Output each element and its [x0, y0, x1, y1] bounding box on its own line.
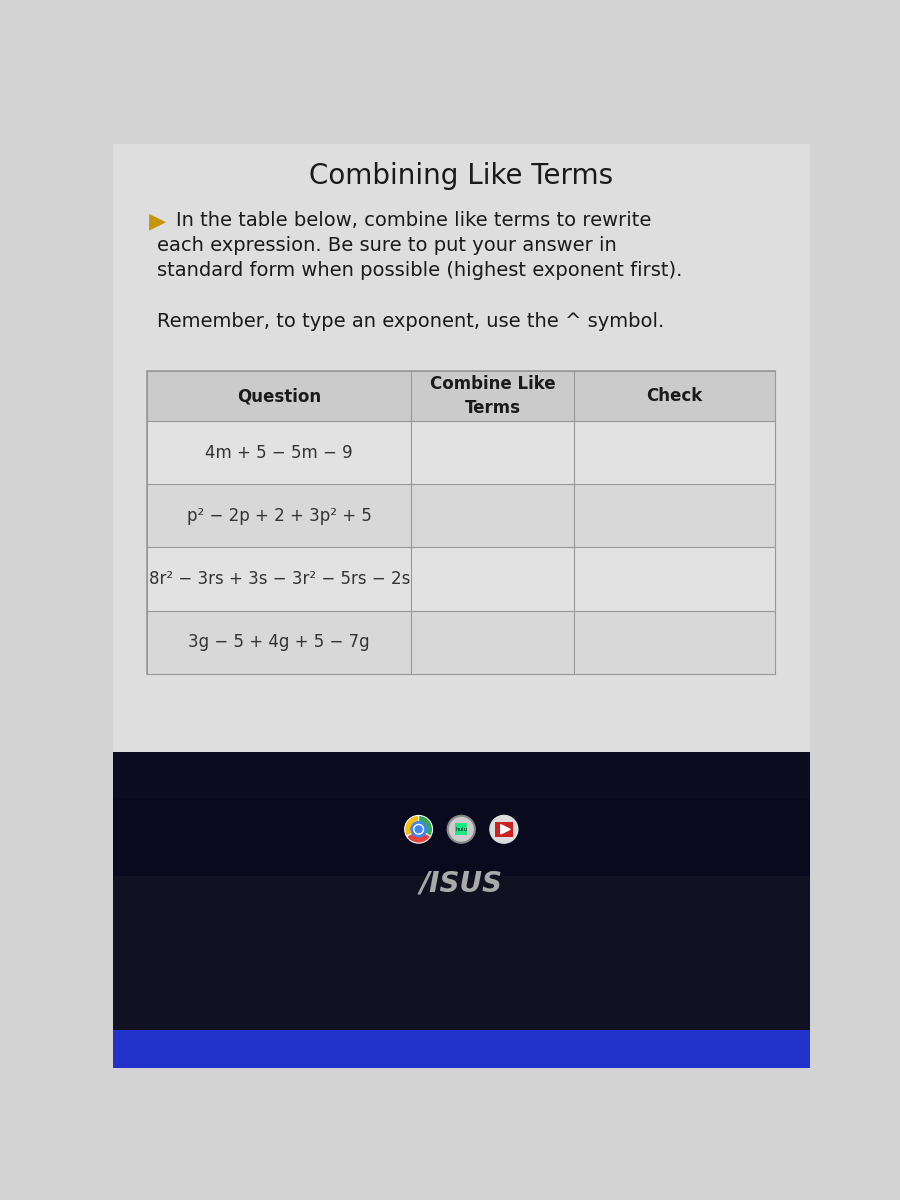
- Bar: [148, 371, 775, 421]
- Text: 3g − 5 + 4g + 5 − 7g: 3g − 5 + 4g + 5 − 7g: [188, 634, 370, 652]
- Circle shape: [415, 826, 422, 833]
- Text: 8r² − 3rs + 3s − 3r² − 5rs − 2s: 8r² − 3rs + 3s − 3r² − 5rs − 2s: [148, 570, 410, 588]
- Text: standard form when possible (highest exponent first).: standard form when possible (highest exp…: [158, 260, 683, 280]
- Text: /ISUS: /ISUS: [419, 869, 503, 898]
- Bar: [112, 752, 810, 814]
- Bar: [112, 1030, 810, 1068]
- Circle shape: [411, 822, 427, 836]
- Circle shape: [490, 816, 518, 844]
- Bar: [112, 1037, 810, 1068]
- Bar: [148, 485, 775, 547]
- Text: Check: Check: [646, 388, 703, 406]
- Wedge shape: [418, 816, 433, 836]
- Wedge shape: [405, 816, 418, 836]
- Bar: [148, 421, 775, 485]
- Bar: [455, 823, 467, 835]
- Text: Remember, to type an exponent, use the ^ symbol.: Remember, to type an exponent, use the ^…: [158, 312, 665, 330]
- Bar: [148, 547, 775, 611]
- Text: Combining Like Terms: Combining Like Terms: [310, 162, 613, 191]
- Bar: [112, 798, 810, 876]
- Bar: [112, 752, 810, 1068]
- Polygon shape: [500, 824, 510, 834]
- Text: p² − 2p + 2 + 3p² + 5: p² − 2p + 2 + 3p² + 5: [187, 506, 372, 524]
- Bar: [495, 822, 513, 838]
- Text: each expression. Be sure to put your answer in: each expression. Be sure to put your ans…: [158, 236, 617, 256]
- Circle shape: [414, 824, 424, 834]
- Circle shape: [449, 817, 473, 841]
- Text: hulu: hulu: [455, 827, 467, 832]
- Bar: [148, 611, 775, 673]
- Text: In the table below, combine like terms to rewrite: In the table below, combine like terms t…: [176, 211, 652, 230]
- Text: Combine Like
Terms: Combine Like Terms: [430, 376, 555, 416]
- Bar: [112, 144, 810, 752]
- Circle shape: [447, 816, 475, 844]
- Text: 4m + 5 − 5m − 9: 4m + 5 − 5m − 9: [205, 444, 353, 462]
- Text: Question: Question: [237, 388, 321, 406]
- Wedge shape: [407, 829, 431, 844]
- Text: ▶: ▶: [148, 211, 166, 230]
- Bar: [148, 371, 775, 673]
